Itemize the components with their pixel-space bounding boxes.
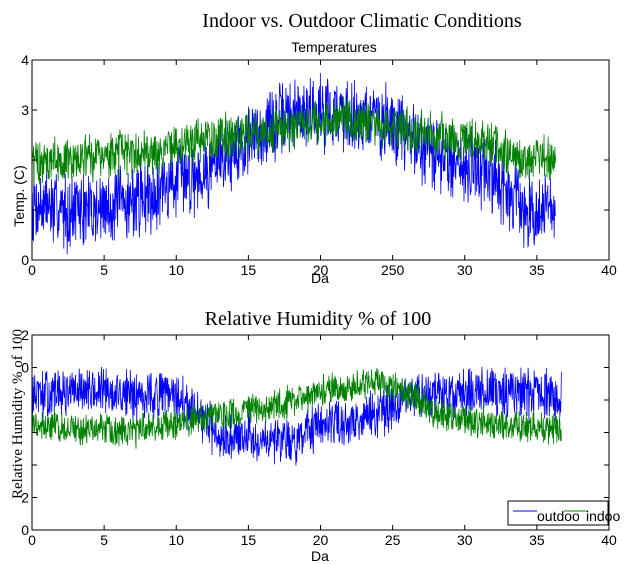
- x-tick-label: 10: [168, 532, 184, 548]
- y-tick-label: 2: [21, 490, 29, 506]
- humidity-series-outdoor-line: [31, 366, 562, 466]
- x-tick-label: 35: [529, 532, 545, 548]
- temperature-series-layer: [31, 72, 557, 255]
- x-tick-label: 5: [100, 532, 108, 548]
- x-tick-label: 20: [313, 532, 329, 548]
- y-tick-label: 0: [21, 360, 29, 376]
- humidity-chart-title: Relative Humidity % of 100: [205, 308, 432, 330]
- temperature-series-indoor-line: [31, 96, 557, 185]
- humidity-series-layer: [31, 366, 562, 466]
- humidity-series-indoor-line: [31, 368, 562, 449]
- humidity-chart-ylabel: Relative Humidity % of 100: [10, 329, 26, 499]
- x-tick-label: 20: [313, 262, 329, 278]
- y-tick-label: 4: [21, 52, 29, 68]
- temperature-chart: Temperatures Da Temp. (C) 0 5 10 15 20 250 30 3…: [11, 39, 617, 286]
- humidity-chart-xlabel: Da: [311, 548, 329, 564]
- y-tick-label: 0: [21, 252, 29, 268]
- x-tick-label: 15: [241, 532, 257, 548]
- temperature-chart-xlabel: Da: [311, 270, 329, 286]
- x-tick-label: 5: [100, 262, 108, 278]
- legend-outdoor-label: outdoo: [537, 508, 580, 524]
- x-tick-label: 15: [241, 262, 257, 278]
- temperature-series-outdoor-line: [31, 72, 557, 255]
- x-tick-label: 40: [601, 262, 617, 278]
- x-tick-label: 25: [385, 532, 401, 548]
- x-tick-label: 40: [601, 532, 617, 548]
- x-tick-label: 0: [28, 532, 36, 548]
- y-tick-label: 0: [21, 522, 29, 538]
- legend-box: [507, 500, 609, 526]
- y-tick-label: 3: [21, 102, 29, 118]
- humidity-legend: outdoo indoo: [507, 500, 620, 526]
- x-tick-label: 35: [529, 262, 545, 278]
- temperature-ticks: 0 5 10 15 20 250 30 35 40 0 3 4: [21, 52, 617, 278]
- legend-indoor-label: indoo: [586, 508, 620, 524]
- humidity-chart: Relative Humidity % of 100 Da Relative H…: [10, 308, 620, 564]
- y-tick-label: 2: [21, 327, 29, 343]
- temperature-chart-ylabel: Temp. (C): [11, 165, 27, 226]
- temperature-chart-title: Temperatures: [291, 39, 377, 55]
- x-tick-label: 30: [457, 532, 473, 548]
- figure-title: Indoor vs. Outdoor Climatic Conditions: [202, 10, 522, 32]
- x-tick-label: 250: [381, 262, 405, 278]
- x-tick-label: 0: [28, 262, 36, 278]
- x-tick-label: 30: [457, 262, 473, 278]
- x-tick-label: 10: [168, 262, 184, 278]
